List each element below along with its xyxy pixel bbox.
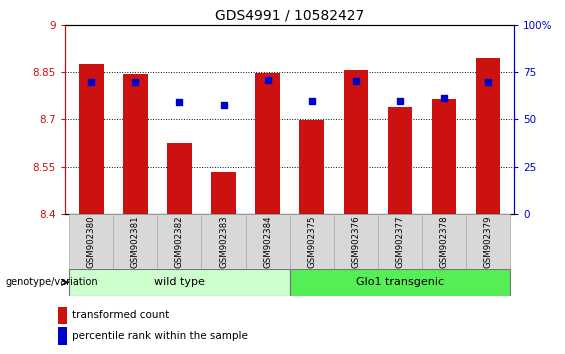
Point — [131, 79, 140, 85]
Bar — [377, 214, 421, 269]
Bar — [388, 108, 412, 214]
Text: GSM902375: GSM902375 — [307, 215, 316, 268]
Bar — [466, 214, 510, 269]
Point — [263, 77, 272, 83]
Text: Glo1 transgenic: Glo1 transgenic — [355, 277, 444, 287]
Point — [87, 79, 96, 85]
Bar — [344, 70, 368, 214]
Text: GSM902379: GSM902379 — [483, 215, 492, 268]
Text: GSM902378: GSM902378 — [439, 215, 448, 268]
Text: transformed count: transformed count — [72, 310, 169, 320]
Bar — [432, 99, 456, 214]
Point — [307, 98, 316, 103]
Point — [351, 78, 360, 84]
Bar — [289, 269, 510, 296]
Text: GSM902376: GSM902376 — [351, 215, 360, 268]
Bar — [58, 307, 67, 324]
Bar — [255, 73, 280, 214]
Point — [219, 102, 228, 108]
Point — [483, 79, 492, 85]
Bar — [211, 172, 236, 214]
Bar — [246, 214, 289, 269]
Bar — [69, 214, 114, 269]
Point — [395, 98, 404, 103]
Bar — [79, 64, 103, 214]
Text: GSM902383: GSM902383 — [219, 215, 228, 268]
Text: percentile rank within the sample: percentile rank within the sample — [72, 331, 247, 341]
Text: GSM902381: GSM902381 — [131, 215, 140, 268]
Text: GSM902384: GSM902384 — [263, 215, 272, 268]
Bar — [114, 214, 158, 269]
Bar — [158, 214, 202, 269]
Point — [175, 99, 184, 105]
Text: GSM902380: GSM902380 — [87, 215, 96, 268]
Bar — [202, 214, 246, 269]
Text: GSM902377: GSM902377 — [395, 215, 404, 268]
Bar — [421, 214, 466, 269]
Point — [439, 95, 448, 101]
Bar — [333, 214, 377, 269]
Bar — [123, 74, 147, 214]
Bar — [476, 58, 500, 214]
Text: GSM902382: GSM902382 — [175, 215, 184, 268]
Bar — [69, 269, 289, 296]
Text: wild type: wild type — [154, 277, 205, 287]
Bar — [299, 120, 324, 214]
Title: GDS4991 / 10582427: GDS4991 / 10582427 — [215, 8, 364, 22]
Bar — [167, 143, 192, 214]
Bar — [289, 214, 333, 269]
Bar — [58, 327, 67, 345]
Text: genotype/variation: genotype/variation — [6, 278, 98, 287]
